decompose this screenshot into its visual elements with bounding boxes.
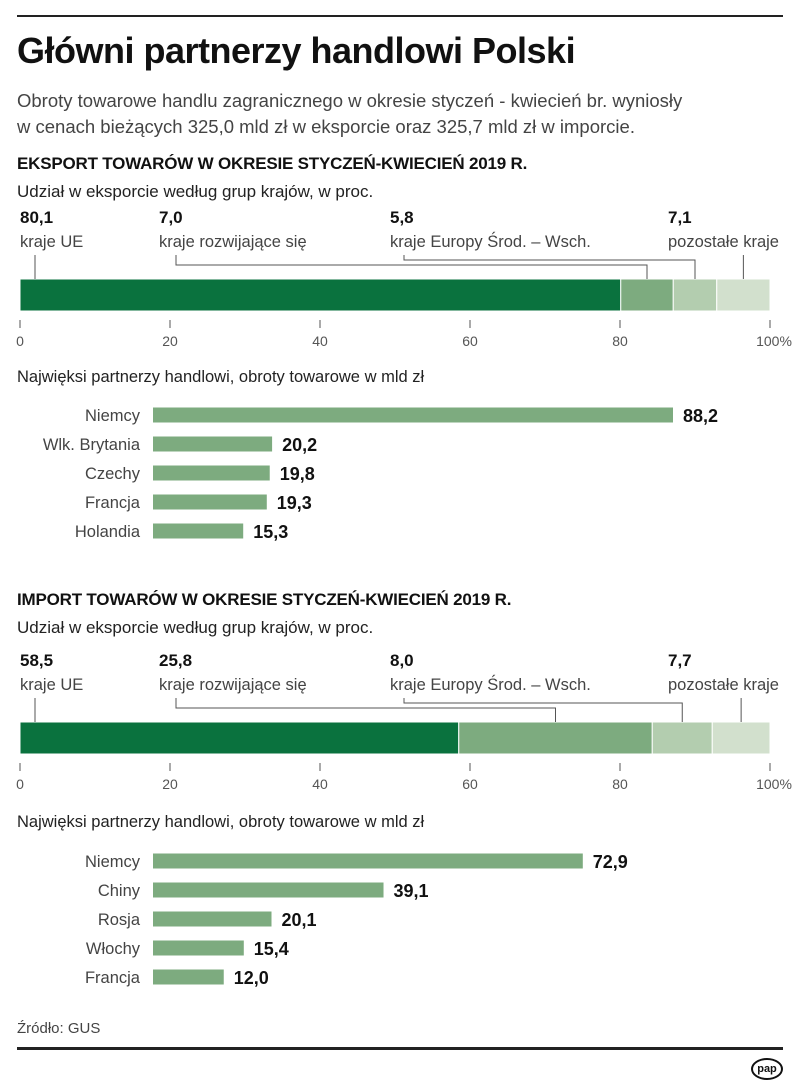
export-share-segment-4 — [716, 278, 771, 312]
import-partner-country-label: Włochy — [86, 940, 141, 958]
export-share-subtitle: Udział w eksporcie według grup krajów, w… — [17, 182, 374, 201]
export-share-chart: 80,1 kraje UE 7,0 kraje rozwijające się 5,8 k… — [16, 208, 792, 349]
import-share-segment-1 — [19, 721, 460, 755]
export-partners-subtitle: Najwięksi partnerzy handlowi, obroty tow… — [17, 368, 425, 386]
import-share-chart: 58,5 kraje UE 25,8 kraje rozwijające się 8,0… — [16, 651, 792, 792]
export-partners-chart: Niemcy 88,2 Wlk. Brytania 20,2 Czechy 19,8 Fra… — [43, 406, 718, 542]
bottom-rule — [17, 1047, 783, 1050]
import-share-tick-label: 40 — [312, 776, 328, 792]
export-partner-country-label: Niemcy — [85, 407, 141, 425]
export-share-value-label: 7,0 — [159, 208, 183, 227]
import-partner-bar — [153, 969, 224, 985]
lead-text: Obroty towarowe handlu zagranicznego w o… — [17, 88, 787, 140]
import-partner-value-label: 20,1 — [282, 910, 317, 930]
export-partner-value-label: 88,2 — [683, 406, 718, 426]
export-partner-value-label: 15,3 — [253, 522, 288, 542]
import-share-segment-3 — [651, 721, 713, 755]
export-partner-country-label: Czechy — [85, 465, 141, 483]
export-share-tick-label: 60 — [462, 333, 478, 349]
export-partner-bar — [153, 436, 273, 452]
import-partner-country-label: Francja — [85, 969, 141, 987]
import-share-tick-label: 20 — [162, 776, 178, 792]
import-share-segment-2 — [458, 721, 653, 755]
export-share-segment-1 — [19, 278, 622, 312]
import-share-value-label: 7,7 — [668, 651, 692, 670]
export-share-group-label: kraje rozwijające się — [159, 233, 307, 251]
import-partner-country-label: Chiny — [98, 882, 141, 900]
import-partner-bar — [153, 853, 583, 869]
top-rule — [17, 15, 783, 17]
export-share-group-label: kraje Europy Środ. – Wsch. — [390, 232, 591, 251]
export-partner-value-label: 20,2 — [282, 435, 317, 455]
lead-line-1: Obroty towarowe handlu zagranicznego w o… — [17, 90, 683, 111]
import-share-group-label: kraje UE — [20, 676, 83, 694]
import-share-tick-label: 100% — [756, 776, 792, 792]
import-share-segment-4 — [711, 721, 771, 755]
export-share-connector-developing — [175, 255, 648, 279]
export-share-tick-label: 40 — [312, 333, 328, 349]
import-share-value-label: 8,0 — [390, 651, 414, 670]
export-share-tick-label: 0 — [16, 333, 24, 349]
export-share-group-label: pozostałe kraje — [668, 233, 779, 251]
import-partner-value-label: 72,9 — [593, 852, 628, 872]
export-share-tick-label: 80 — [612, 333, 628, 349]
export-partner-country-label: Francja — [85, 494, 141, 512]
import-partner-value-label: 12,0 — [234, 968, 269, 988]
export-partner-bar — [153, 494, 267, 510]
export-share-value-label: 5,8 — [390, 208, 414, 227]
source-note: Źródło: GUS — [17, 1020, 101, 1037]
export-partner-country-label: Holandia — [75, 523, 141, 541]
export-share-segment-2 — [620, 278, 674, 312]
export-share-group-label: kraje UE — [20, 233, 83, 251]
export-share-connector-cee — [403, 255, 696, 279]
export-share-tick-label: 100% — [756, 333, 792, 349]
import-partner-value-label: 39,1 — [394, 881, 429, 901]
export-partner-value-label: 19,8 — [280, 464, 315, 484]
export-partner-bar — [153, 407, 673, 423]
import-partner-country-label: Niemcy — [85, 853, 141, 871]
import-share-group-label: pozostałe kraje — [668, 676, 779, 694]
import-partner-value-label: 15,4 — [254, 939, 289, 959]
import-share-group-label: kraje Europy Środ. – Wsch. — [390, 675, 591, 694]
import-section-title: IMPORT TOWARÓW W OKRESIE STYCZEŃ-KWIECIE… — [17, 590, 512, 609]
export-partner-country-label: Wlk. Brytania — [43, 436, 141, 454]
export-partner-bar — [153, 465, 270, 481]
import-share-connector-developing — [175, 698, 556, 722]
import-share-subtitle: Udział w eksporcie według grup krajów, w… — [17, 618, 374, 637]
import-partners-subtitle: Najwięksi partnerzy handlowi, obroty tow… — [17, 813, 425, 831]
pap-logo: pap — [751, 1058, 783, 1080]
export-share-segment-3 — [672, 278, 718, 312]
export-section-title: EKSPORT TOWARÓW W OKRESIE STYCZEŃ-KWIECI… — [17, 154, 528, 173]
export-partner-value-label: 19,3 — [277, 493, 312, 513]
import-share-tick-label: 0 — [16, 776, 24, 792]
import-share-tick-label: 60 — [462, 776, 478, 792]
export-share-tick-label: 20 — [162, 333, 178, 349]
import-partner-bar — [153, 940, 244, 956]
import-share-tick-label: 80 — [612, 776, 628, 792]
export-partner-bar — [153, 523, 244, 539]
export-share-value-label: 80,1 — [20, 208, 53, 227]
import-share-value-label: 58,5 — [20, 651, 53, 670]
import-partners-chart: Niemcy 72,9 Chiny 39,1 Rosja 20,1 Włochy 15,4 Fr… — [85, 852, 628, 988]
import-partner-bar — [153, 911, 272, 927]
page-title: Główni partnerzy handlowi Polski — [17, 30, 576, 71]
import-partner-country-label: Rosja — [98, 911, 141, 929]
export-share-value-label: 7,1 — [668, 208, 692, 227]
import-share-value-label: 25,8 — [159, 651, 192, 670]
lead-line-2: w cenach bieżących 325,0 mld zł w ekspor… — [17, 116, 635, 137]
import-share-group-label: kraje rozwijające się — [159, 676, 307, 694]
import-share-connector-cee — [403, 698, 683, 722]
import-partner-bar — [153, 882, 384, 898]
